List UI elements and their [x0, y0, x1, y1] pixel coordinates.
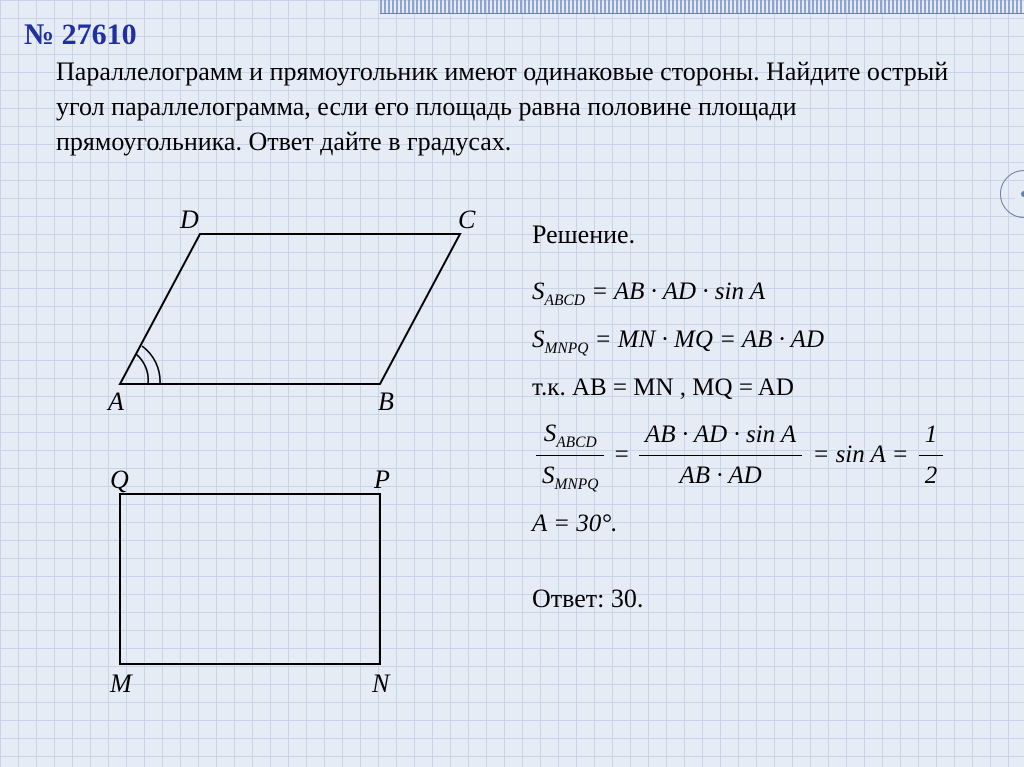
problem-text: Параллелограмм и прямоугольник имеют оди…: [56, 54, 976, 159]
label-a: A: [106, 387, 124, 416]
ratio-den-sub: MNPQ: [555, 476, 599, 493]
label-q: Q: [110, 465, 129, 494]
rectangle-figure: M N P Q: [70, 464, 450, 714]
sub-abcd: ABCD: [545, 292, 585, 309]
ratio-eq: = sin A =: [812, 441, 914, 468]
answer-line: Ответ: 30.: [532, 584, 643, 614]
ratio-mid-num: AB · AD · sin A: [639, 415, 802, 456]
formula-area-rectangle: SMNPQ = MN · MQ = AB · AD: [532, 320, 947, 362]
formula-angle-result: A = 30°.: [532, 504, 947, 544]
label-n: N: [371, 669, 391, 698]
answer-value: 30.: [604, 584, 643, 613]
half-den: 2: [919, 456, 944, 496]
solution-title: Решение.: [532, 220, 635, 250]
line1-rest: = AB · AD · sin A: [585, 278, 765, 305]
decorative-top-pattern: [380, 0, 1024, 14]
label-p: P: [373, 465, 390, 494]
ratio-mid-den: AB · AD: [639, 456, 802, 496]
parallelogram-figure: A B C D: [60, 204, 500, 434]
formula-area-parallelogram: SABCD = AB · AD · sin A: [532, 272, 947, 314]
answer-label: Ответ:: [532, 584, 604, 613]
problem-number: № 27610: [24, 18, 137, 52]
angle-result-text: A = 30°.: [532, 510, 617, 537]
half-num: 1: [919, 415, 944, 456]
formula-given: т.к. AB = MN , MQ = AD: [532, 368, 947, 408]
parallelogram-shape: [120, 234, 460, 384]
s-symbol: S: [532, 278, 545, 305]
decorative-side-circle: [1000, 170, 1024, 218]
label-c: C: [458, 205, 476, 234]
line3-text: т.к. AB = MN , MQ = AD: [532, 374, 794, 401]
line2-rest: = MN · MQ = AB · AD: [588, 326, 824, 353]
label-d: D: [179, 205, 199, 234]
ratio-num-s: S: [544, 420, 557, 447]
ratio-num-sub: ABCD: [556, 434, 596, 451]
sub-mnpq: MNPQ: [545, 340, 589, 357]
angle-arc-1: [136, 354, 148, 384]
label-b: B: [378, 387, 394, 416]
formula-ratio: SABCD SMNPQ = AB · AD · sin A AB · AD = …: [532, 414, 947, 499]
s-symbol-2: S: [532, 326, 545, 353]
rectangle-shape: [120, 494, 380, 664]
ratio-den-s: S: [542, 462, 555, 489]
formulas-block: SABCD = AB · AD · sin A SMNPQ = MN · MQ …: [532, 272, 947, 550]
label-m: M: [109, 669, 133, 698]
